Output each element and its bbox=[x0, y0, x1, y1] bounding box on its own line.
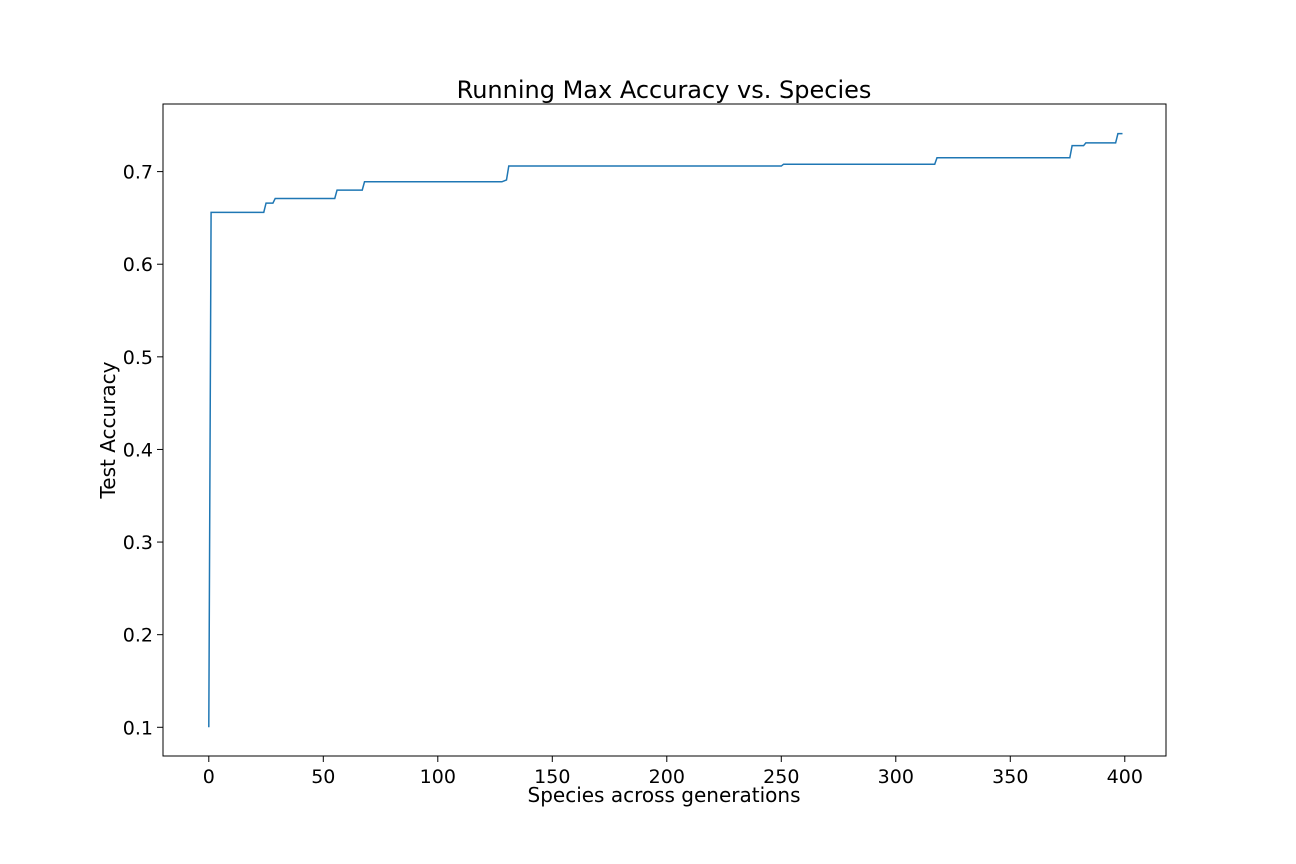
x-tick-label: 50 bbox=[311, 766, 335, 788]
chart-title: Running Max Accuracy vs. Species bbox=[457, 76, 872, 104]
x-tick-label: 300 bbox=[878, 766, 914, 788]
y-tick-label: 0.3 bbox=[123, 532, 153, 554]
y-tick-label: 0.7 bbox=[123, 162, 153, 184]
y-tick-label: 0.5 bbox=[123, 347, 153, 369]
x-tick-label: 200 bbox=[649, 766, 685, 788]
x-tick-label: 400 bbox=[1107, 766, 1143, 788]
y-axis-label: Test Accuracy bbox=[96, 361, 120, 499]
y-tick-label: 0.2 bbox=[123, 625, 153, 647]
x-axis-label: Species across generations bbox=[528, 783, 801, 807]
y-tick-label: 0.1 bbox=[123, 717, 153, 739]
series-line bbox=[208, 132, 1123, 728]
x-tick-label: 150 bbox=[534, 766, 570, 788]
x-tick-label: 0 bbox=[203, 766, 215, 788]
x-tick-label: 350 bbox=[992, 766, 1028, 788]
y-tick-label: 0.4 bbox=[123, 439, 153, 461]
x-tick-label: 100 bbox=[420, 766, 456, 788]
y-tick-label: 0.6 bbox=[123, 254, 153, 276]
plot-frame bbox=[162, 103, 1167, 757]
x-tick-label: 250 bbox=[763, 766, 799, 788]
